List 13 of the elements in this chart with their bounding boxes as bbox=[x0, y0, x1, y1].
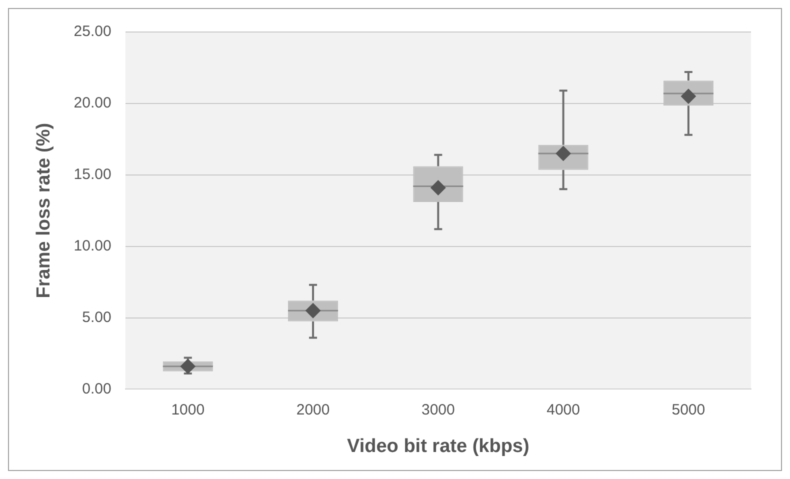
x-axis-title: Video bit rate (kbps) bbox=[347, 436, 530, 457]
y-tick-label: 0.00 bbox=[82, 380, 112, 398]
y-tick-label: 25.00 bbox=[74, 23, 112, 40]
y-tick-label: 5.00 bbox=[82, 308, 112, 326]
x-tick-label: 3000 bbox=[421, 401, 455, 418]
y-tick-label: 15.00 bbox=[74, 166, 112, 184]
x-tick-label: 5000 bbox=[672, 401, 706, 418]
y-tick-label: 10.00 bbox=[74, 237, 112, 254]
x-tick-label: 4000 bbox=[546, 401, 580, 418]
y-tick-label: 20.00 bbox=[74, 94, 112, 112]
y-axis-title: Frame loss rate (%) bbox=[34, 122, 55, 298]
x-tick-label: 1000 bbox=[171, 401, 205, 418]
x-tick-label: 2000 bbox=[296, 401, 330, 418]
